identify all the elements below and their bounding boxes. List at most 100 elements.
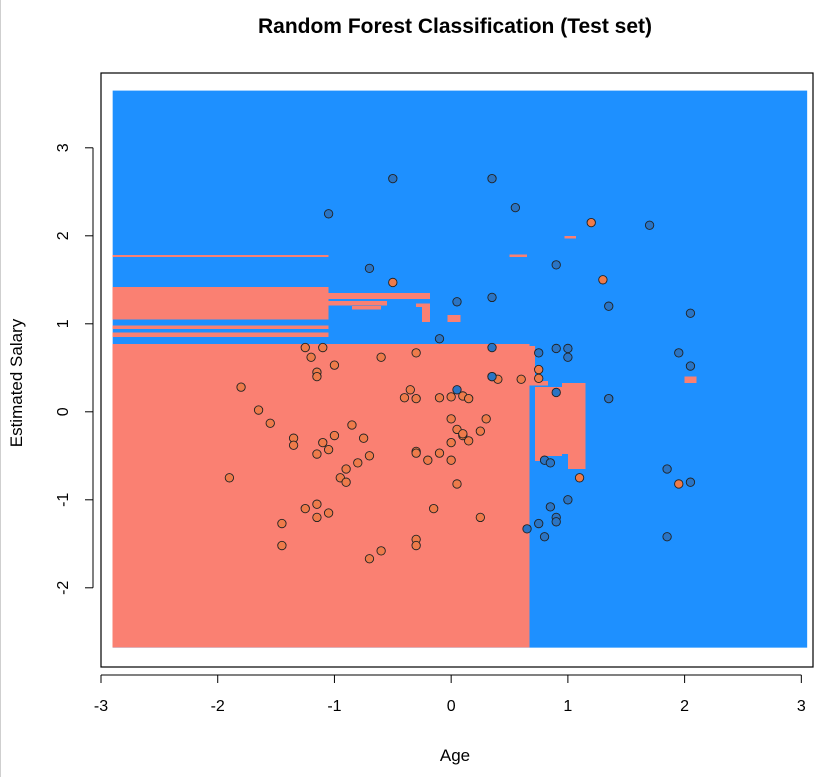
data-point-class-1 <box>487 342 497 353</box>
region-class-0 <box>562 382 586 388</box>
data-point-class-0 <box>224 473 235 483</box>
data-point-class-1 <box>487 173 497 184</box>
data-point-class-0 <box>464 393 474 404</box>
data-point-class-1 <box>563 495 573 505</box>
data-point-class-1 <box>323 209 334 219</box>
data-point-class-0 <box>306 352 316 362</box>
data-point-class-0 <box>253 405 264 415</box>
data-point-class-0 <box>399 393 410 403</box>
y-tick-label: 0 <box>55 407 72 416</box>
data-point-class-1 <box>604 393 614 404</box>
data-point-class-0 <box>358 433 369 443</box>
region-class-0 <box>535 381 549 386</box>
data-point-class-0 <box>446 455 456 465</box>
data-point-class-1 <box>434 334 445 344</box>
data-points <box>224 173 696 564</box>
data-point-class-0 <box>236 382 246 392</box>
data-point-class-0 <box>446 437 456 448</box>
data-point-class-1 <box>452 385 462 395</box>
data-point-class-1 <box>551 343 561 354</box>
x-axis-label: Age <box>440 746 470 765</box>
data-point-class-0 <box>300 503 310 514</box>
data-point-class-1 <box>510 202 521 213</box>
x-tick-label: -1 <box>327 698 341 715</box>
data-point-class-0 <box>534 364 544 375</box>
data-point-class-1 <box>534 348 544 358</box>
x-tick-label: 0 <box>447 698 456 715</box>
data-point-class-0 <box>353 458 363 468</box>
x-tick-label: -2 <box>211 698 225 715</box>
region-class-0 <box>328 293 431 300</box>
region-class-0 <box>564 235 577 239</box>
x-tick-label: 1 <box>563 698 572 715</box>
region-class-0 <box>421 307 431 323</box>
data-point-class-1 <box>644 220 655 230</box>
plot-frame <box>100 72 814 668</box>
region-class-0 <box>447 315 461 323</box>
data-point-class-0 <box>323 508 334 518</box>
data-point-class-0 <box>364 451 375 461</box>
data-point-class-0 <box>341 477 351 487</box>
data-point-class-0 <box>464 436 474 446</box>
data-point-class-1 <box>487 292 497 303</box>
data-point-class-0 <box>312 499 322 509</box>
decision-regions <box>112 90 808 648</box>
data-point-class-0 <box>446 414 456 424</box>
data-point-class-1 <box>545 502 556 512</box>
data-point-class-0 <box>329 430 340 441</box>
data-point-class-0 <box>277 540 287 551</box>
data-point-class-0 <box>434 393 445 403</box>
region-class-0 <box>112 344 530 648</box>
data-point-class-1 <box>551 260 561 270</box>
data-point-class-1 <box>674 348 684 358</box>
data-point-class-1 <box>551 517 561 527</box>
data-point-class-1 <box>685 477 696 487</box>
data-point-class-1 <box>522 524 532 534</box>
data-point-class-0 <box>312 512 322 523</box>
data-point-class-0 <box>312 449 322 459</box>
data-point-class-0 <box>674 479 684 489</box>
data-point-class-0 <box>376 546 386 556</box>
data-point-class-0 <box>481 414 491 424</box>
region-class-0 <box>527 345 536 386</box>
region-class-0 <box>535 387 586 455</box>
window-edge <box>0 0 1 777</box>
data-point-class-0 <box>318 437 328 448</box>
data-point-class-1 <box>685 308 696 318</box>
data-point-class-0 <box>411 448 421 458</box>
data-point-class-0 <box>376 352 386 362</box>
data-point-class-0 <box>458 429 468 439</box>
data-point-class-0 <box>347 420 357 430</box>
data-point-class-0 <box>586 217 596 228</box>
region-class-0 <box>416 303 431 308</box>
y-axis: -2 -1 0 1 2 3 <box>55 143 94 595</box>
data-point-class-0 <box>598 275 608 285</box>
region-class-0 <box>328 300 387 306</box>
region-class-0 <box>322 361 461 364</box>
data-point-class-0 <box>411 540 421 551</box>
data-point-class-1 <box>604 301 614 311</box>
region-class-0 <box>351 306 382 310</box>
data-point-class-1 <box>364 263 375 274</box>
data-point-class-0 <box>475 512 485 523</box>
y-axis-label: Estimated Salary <box>7 318 26 447</box>
data-point-class-0 <box>423 455 433 465</box>
chart-title: Random Forest Classification (Test set) <box>258 15 652 38</box>
y-tick-label: -2 <box>55 581 72 595</box>
x-tick-label: 3 <box>797 698 806 715</box>
region-class-0 <box>684 376 697 383</box>
data-point-class-0 <box>265 418 275 428</box>
y-tick-label: 1 <box>55 319 72 328</box>
data-point-class-0 <box>300 342 310 353</box>
region-class-0 <box>112 286 329 320</box>
data-point-class-0 <box>405 385 415 395</box>
data-point-class-0 <box>318 342 328 353</box>
data-point-class-1 <box>685 361 696 371</box>
y-tick-label: 3 <box>55 143 72 152</box>
y-tick-label: 2 <box>55 231 72 240</box>
data-point-class-0 <box>434 448 445 458</box>
region-class-0 <box>535 454 544 462</box>
region-class-0 <box>535 451 563 456</box>
data-point-class-0 <box>534 373 544 384</box>
